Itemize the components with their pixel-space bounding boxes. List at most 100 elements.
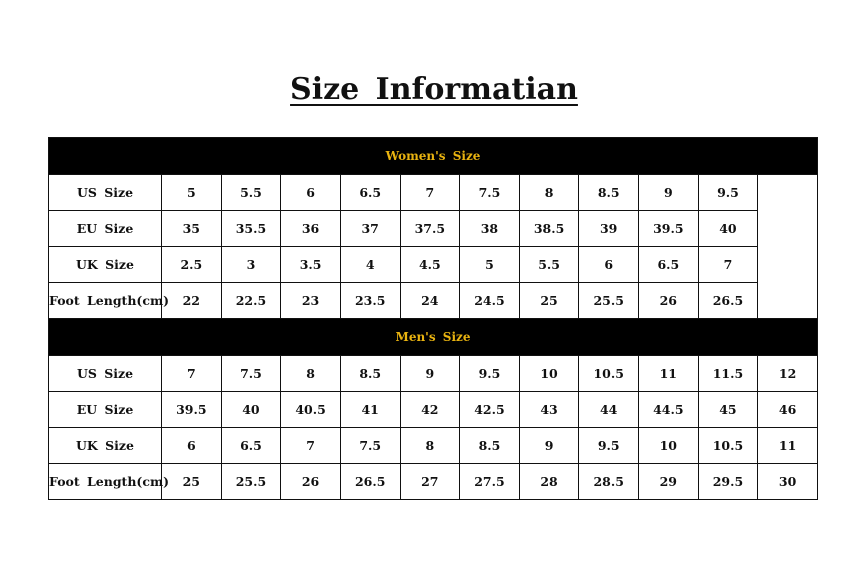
size-cell: 8	[518, 174, 580, 211]
size-cell: 25.5	[220, 463, 282, 500]
size-cell: 40	[220, 391, 282, 428]
table-row: UK Size 6 6.5 7 7.5 8 8.5 9 9.5 10 10.5 11	[48, 427, 818, 464]
size-cell: 5	[459, 246, 520, 283]
size-cell: 10	[638, 427, 699, 464]
size-cell: 44	[578, 391, 639, 428]
size-cell: 9.5	[578, 427, 639, 464]
table-row: EU Size 35 35.5 36 37 37.5 38 38.5 39 39.5 40	[48, 210, 818, 247]
table-row: US Size 7 7.5 8 8.5 9 9.5 10 10.5 11 11.5 12	[48, 355, 818, 392]
size-cell: 42	[399, 391, 461, 428]
size-cell: 22.5	[220, 282, 282, 319]
size-cell: 22	[161, 282, 222, 319]
row-label: EU Size	[48, 210, 162, 247]
size-cell: 39.5	[638, 210, 699, 247]
size-cell: 37.5	[399, 210, 461, 247]
size-cell: 2.5	[161, 246, 222, 283]
size-cell: 29.5	[697, 463, 759, 500]
row-label: US Size	[48, 355, 162, 392]
table-row: Foot Length(cm) 25 25.5 26 26.5 27 27.5 28 28.5 2…	[48, 463, 818, 500]
size-cell: 9.5	[459, 355, 520, 392]
men-section-header: Men's Size	[48, 318, 818, 356]
size-cell: 9	[399, 355, 461, 392]
page-title: Size Informatian	[0, 72, 868, 107]
size-cell: 28	[518, 463, 580, 500]
women-size-heading: Women's Size	[48, 137, 818, 175]
table-row: Foot Length(cm) 22 22.5 23 23.5 24 24.5 25 25.5 2…	[48, 282, 818, 319]
size-cell: 10.5	[578, 355, 639, 392]
size-cell: 8.5	[459, 427, 520, 464]
size-cell: 40.5	[280, 391, 341, 428]
size-cell: 36	[280, 210, 341, 247]
size-cell: 8.5	[339, 355, 401, 392]
women-section-header: Women's Size	[48, 137, 818, 175]
size-cell: 27.5	[459, 463, 520, 500]
size-cell: 39	[578, 210, 639, 247]
size-cell: 44.5	[638, 391, 699, 428]
size-cell: 5	[161, 174, 222, 211]
size-cell: 40	[697, 210, 759, 247]
row-label: UK Size	[48, 427, 162, 464]
table-row: EU Size 39.5 40 40.5 41 42 42.5 43 44 44.5 45 46	[48, 391, 818, 428]
size-cell: 35	[161, 210, 222, 247]
size-cell: 29	[638, 463, 699, 500]
size-cell: 6.5	[220, 427, 282, 464]
row-label: Foot Length(cm)	[48, 282, 169, 319]
size-cell: 5.5	[220, 174, 282, 211]
size-cell: 42.5	[459, 391, 520, 428]
row-label: EU Size	[48, 391, 162, 428]
men-size-heading: Men's Size	[48, 318, 818, 356]
size-cell: 23	[280, 282, 341, 319]
size-cell: 7	[280, 427, 341, 464]
size-cell: 43	[518, 391, 580, 428]
row-label: UK Size	[48, 246, 162, 283]
size-cell: 37	[339, 210, 401, 247]
size-cell: 11	[638, 355, 699, 392]
size-cell: 6	[161, 427, 222, 464]
size-cell: 11	[757, 427, 818, 464]
size-cell: 26.5	[339, 463, 401, 500]
size-cell: 4.5	[399, 246, 461, 283]
size-cell: 25	[161, 463, 222, 500]
size-cell: 39.5	[161, 391, 222, 428]
size-cell: 35.5	[220, 210, 282, 247]
size-cell: 5.5	[518, 246, 580, 283]
row-label: US Size	[48, 174, 162, 211]
size-cell: 26.5	[697, 282, 759, 319]
size-cell: 3	[220, 246, 282, 283]
size-cell: 30	[757, 463, 818, 500]
size-cell: 4	[339, 246, 401, 283]
table-row: US Size 5 5.5 6 6.5 7 7.5 8 8.5 9 9.5	[48, 174, 818, 319]
size-cell: 46	[757, 391, 818, 428]
size-cell: 9	[518, 427, 580, 464]
size-cell: 25.5	[578, 282, 639, 319]
size-cell: 7.5	[339, 427, 401, 464]
size-cell: 3.5	[280, 246, 341, 283]
size-cell: 8	[399, 427, 461, 464]
size-cell: 24.5	[459, 282, 520, 319]
size-cell: 9	[638, 174, 699, 211]
size-cell: 7.5	[220, 355, 282, 392]
size-cell: 8.5	[578, 174, 639, 211]
size-cell: 10.5	[697, 427, 759, 464]
size-cell: 11.5	[697, 355, 759, 392]
size-table: Women's Size US Size 5 5.5 6 6.5 7 7.5 8 8.5 9 9.5 E…	[48, 137, 818, 500]
size-cell: 9.5	[697, 174, 759, 211]
size-cell: 26	[638, 282, 699, 319]
size-cell: 45	[697, 391, 759, 428]
size-cell: 6.5	[638, 246, 699, 283]
size-cell: 6	[578, 246, 639, 283]
size-cell: 6	[280, 174, 341, 211]
size-cell: 7	[161, 355, 222, 392]
empty-cell	[757, 174, 818, 319]
row-label: Foot Length(cm)	[48, 463, 169, 500]
size-cell: 27	[399, 463, 461, 500]
title-text: Size Informatian	[290, 72, 578, 107]
size-cell: 38	[459, 210, 520, 247]
size-cell: 23.5	[339, 282, 401, 319]
size-cell: 10	[518, 355, 580, 392]
size-cell: 6.5	[339, 174, 401, 211]
table-row: UK Size 2.5 3 3.5 4 4.5 5 5.5 6 6.5 7	[48, 246, 818, 283]
size-cell: 28.5	[578, 463, 639, 500]
size-cell: 8	[280, 355, 341, 392]
size-cell: 25	[518, 282, 580, 319]
